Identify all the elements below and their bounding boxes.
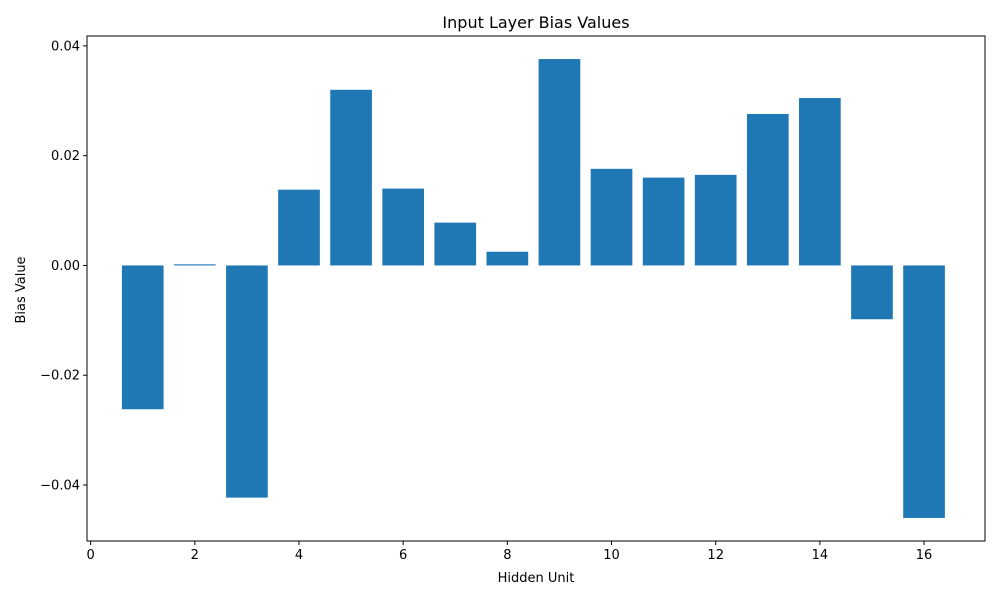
x-tick-label: 4 [295,548,303,563]
bar-unit-3 [226,265,268,498]
x-tick-label: 12 [707,548,724,563]
y-tick-label: 0.00 [51,259,80,274]
y-tick-label: −0.02 [40,369,80,384]
x-tick-label: 8 [503,548,511,563]
bars-group [121,59,945,518]
y-axis-label: Bias Value [14,256,29,323]
bar-unit-16 [903,265,945,518]
x-tick-label: 0 [87,548,95,563]
bar-unit-10 [590,168,633,266]
chart-title: Input Layer Bias Values [442,13,629,32]
x-tick-label: 2 [191,548,199,563]
x-axis-label: Hidden Unit [498,571,575,586]
bar-unit-15 [851,265,893,320]
bar-unit-8 [486,251,529,266]
bar-unit-4 [278,189,320,266]
y-tick-label: 0.02 [51,149,80,164]
axes-frame [86,35,986,542]
bar-unit-2 [173,264,216,266]
bar-unit-12 [694,174,737,266]
bar-unit-6 [382,188,425,266]
bar-unit-5 [330,89,372,266]
x-tick-label: 10 [603,548,620,563]
x-axis-ticks: 0 2 4 6 8 10 12 14 16 [87,541,933,563]
x-tick-label: 16 [916,548,933,563]
bar-unit-13 [746,113,789,266]
y-tick-label: 0.04 [51,39,80,54]
bar-unit-1 [121,265,164,410]
y-tick-label: −0.04 [40,479,80,494]
bar-unit-9 [538,59,581,266]
y-axis-ticks: −0.04 −0.02 0.00 0.02 0.04 [40,39,87,494]
bar-unit-7 [434,222,477,266]
x-tick-label: 6 [399,548,407,563]
bar-unit-14 [799,98,841,266]
bar-unit-11 [642,177,685,266]
x-tick-label: 14 [812,548,829,563]
